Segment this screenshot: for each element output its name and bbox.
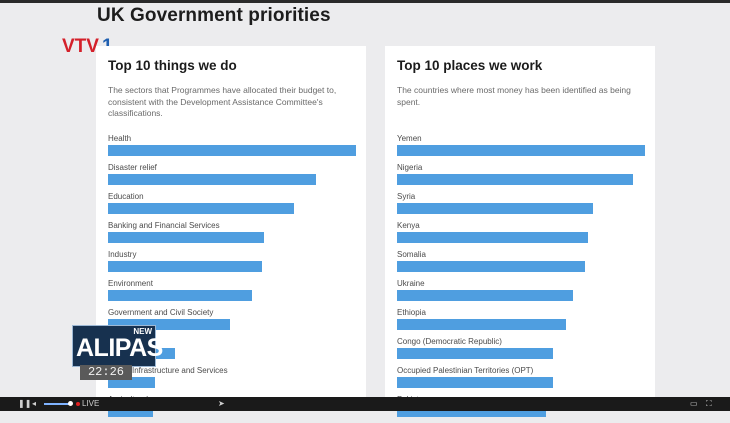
bar <box>108 290 252 301</box>
bar-label: Ukraine <box>397 279 425 288</box>
left-panel-heading: Top 10 things we do <box>108 58 237 73</box>
volume-icon[interactable]: ◂ <box>32 399 37 408</box>
slide-title: UK Government priorities <box>97 5 331 26</box>
bar <box>108 261 262 272</box>
vtv1-logo-icon: VTV 1 <box>62 36 113 54</box>
bar <box>397 261 585 272</box>
bar-label: Industry <box>108 250 137 259</box>
cursor-icon: ➤ <box>218 399 225 408</box>
bar-label: Occupied Palestinian Territories (OPT) <box>397 366 534 375</box>
bar-label: Syria <box>397 192 416 201</box>
bar <box>108 174 316 185</box>
bar-label: Yemen <box>397 134 422 143</box>
bar <box>397 174 633 185</box>
bar-label: Nigeria <box>397 163 423 172</box>
bar <box>108 145 356 156</box>
volume-slider[interactable] <box>44 403 70 405</box>
bar <box>397 377 553 388</box>
bar <box>397 203 593 214</box>
top-border <box>0 0 730 3</box>
bar-label: Social Infrastructure and Services <box>108 366 228 375</box>
right-panel-heading: Top 10 places we work <box>397 58 543 73</box>
bar-label: Banking and Financial Services <box>108 221 220 230</box>
live-indicator-icon <box>76 402 80 406</box>
bar-label: Somalia <box>397 250 426 259</box>
bar-label: Disaster relief <box>108 163 157 172</box>
badge-text: ALIPAS <box>76 334 163 362</box>
bar-label: Ethiopia <box>397 308 426 317</box>
volume-slider-knob[interactable] <box>68 401 73 406</box>
bar-row: Kenya <box>397 221 655 249</box>
svg-text:VTV: VTV <box>62 36 99 54</box>
right-panel-description: The countries where most money has been … <box>397 85 631 107</box>
right-panel: Top 10 places we work The countries wher… <box>385 46 655 417</box>
bar-label: Congo (Democratic Republic) <box>397 337 502 346</box>
bar-row: Ukraine <box>397 279 655 307</box>
bar-row: Banking and Financial Services <box>108 221 366 249</box>
bar-label: Kenya <box>397 221 420 230</box>
bar <box>108 203 294 214</box>
bar-row: Government and Civil Society <box>108 308 366 336</box>
live-label: LIVE <box>82 399 100 408</box>
bar-row: Yemen <box>397 134 655 162</box>
bar-row: Occupied Palestinian Territories (OPT) <box>397 366 655 394</box>
bar-row: Social Infrastructure and Services <box>108 366 366 394</box>
bar <box>397 290 573 301</box>
video-player-controls: ❚❚ ◂ LIVE ➤ ▭ ⛶ <box>0 397 730 411</box>
caption-icon[interactable]: ▭ <box>690 399 698 408</box>
svg-text:1: 1 <box>102 36 113 54</box>
bar-row: Nigeria <box>397 163 655 191</box>
broadcast-clock: 22:26 <box>80 365 132 380</box>
bar-row: Congo (Democratic Republic) <box>397 337 655 365</box>
bar <box>397 319 566 330</box>
bar-label: Health <box>108 134 132 143</box>
bar <box>397 348 553 359</box>
bar-label: Government and Civil Society <box>108 308 214 317</box>
bar-row: Environment <box>108 279 366 307</box>
bar-row: Education <box>108 192 366 220</box>
fullscreen-icon[interactable]: ⛶ <box>706 399 712 408</box>
bar-row: Disaster relief <box>108 163 366 191</box>
badge-tag: NEW <box>133 327 152 336</box>
bar <box>108 319 230 330</box>
bar <box>397 145 645 156</box>
bar-label: Education <box>108 192 144 201</box>
bar-row: Ethiopia <box>397 308 655 336</box>
bar-row: Somalia <box>397 250 655 278</box>
bar-row: Industry <box>108 250 366 278</box>
left-panel-description: The sectors that Programmes have allocat… <box>108 85 337 118</box>
pause-icon[interactable]: ❚❚ <box>18 399 32 408</box>
bar-label: Environment <box>108 279 153 288</box>
bar <box>397 232 588 243</box>
channel-badge: NEW ALIPAS <box>72 325 163 367</box>
bar-row: Syria <box>397 192 655 220</box>
bar-row: Health <box>108 134 366 162</box>
bar <box>108 232 264 243</box>
bar <box>108 377 155 388</box>
